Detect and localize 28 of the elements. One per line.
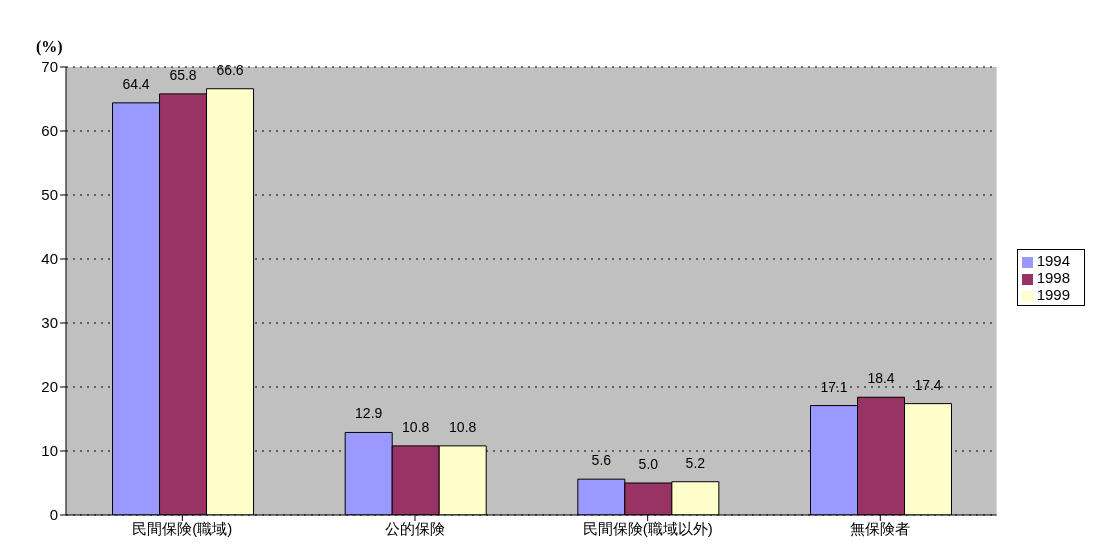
y-tick-label: 40 xyxy=(41,250,58,268)
data-label: 64.4 xyxy=(122,75,150,92)
y-tick-label: 60 xyxy=(41,122,58,140)
y-tick-label: 10 xyxy=(41,442,58,460)
y-tick-label: 30 xyxy=(41,314,58,332)
x-tick-label: 無保険者 xyxy=(850,519,911,537)
y-tick-label: 50 xyxy=(41,186,58,204)
x-tick-label: 民間保険(職域以外) xyxy=(582,519,713,537)
x-tick-label: 民間保険(職域) xyxy=(132,519,233,537)
legend-label: 1998 xyxy=(1036,269,1070,286)
y-axis-title: (%) xyxy=(36,38,63,56)
x-tick-label: 公的保険 xyxy=(384,519,445,537)
y-tick-label: 70 xyxy=(41,58,58,76)
legend-label: 1994 xyxy=(1036,252,1070,269)
data-label: 10.8 xyxy=(402,418,430,435)
legend-label: 1999 xyxy=(1036,286,1070,303)
data-label: 5.6 xyxy=(591,452,612,469)
y-tick-label: 0 xyxy=(49,506,58,524)
data-label: 5.0 xyxy=(638,456,659,472)
y-tick-label: 20 xyxy=(41,378,58,396)
data-label: 17.1 xyxy=(820,378,848,395)
data-label: 18.4 xyxy=(867,370,895,387)
data-label: 12.9 xyxy=(355,405,383,422)
data-label: 5.2 xyxy=(685,454,706,471)
data-label: 10.8 xyxy=(449,418,477,435)
data-label: 66.6 xyxy=(216,61,244,78)
data-label: 17.4 xyxy=(914,376,942,393)
data-label: 65.8 xyxy=(169,66,197,83)
